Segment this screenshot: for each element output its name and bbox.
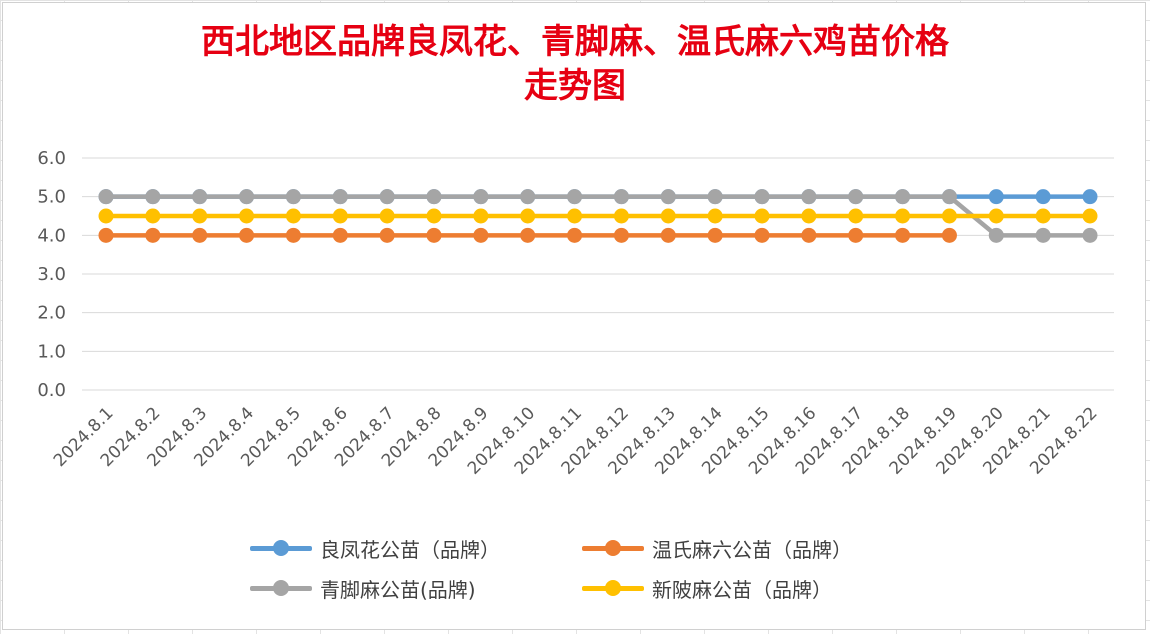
data-point-s3-2	[192, 208, 208, 224]
legend-label: 温氏麻六公苗（品牌）	[652, 537, 852, 562]
y-axis-ticks: 0.0 1.0 2.0 3.0 4.0 5.0 6.0	[37, 148, 66, 401]
data-point-s1-8	[473, 227, 489, 243]
data-point-s0-21	[1082, 189, 1098, 205]
chart-title: 西北地区品牌良凤花、青脚麻、温氏麻六鸡苗价格 走势图	[0, 20, 1150, 108]
data-point-s2-6	[379, 189, 395, 205]
legend: 良凤花公苗（品牌） 温氏麻六公苗（品牌） 青脚麻公苗(品牌) 新陂麻公苗（品牌）	[250, 533, 950, 613]
data-point-s2-18	[941, 189, 957, 205]
data-point-s1-3	[239, 227, 255, 243]
legend-item-xinpima[interactable]: 新陂麻公苗（品牌）	[582, 573, 832, 603]
data-point-s2-1	[145, 189, 161, 205]
series-line-2	[103, 194, 1093, 238]
data-point-s3-3	[239, 208, 255, 224]
data-point-s3-18	[941, 208, 957, 224]
data-point-s3-19	[988, 208, 1004, 224]
data-point-s2-5	[332, 189, 348, 205]
data-point-s1-15	[801, 227, 817, 243]
data-point-s2-3	[239, 189, 255, 205]
data-point-s2-13	[707, 189, 723, 205]
data-point-s1-5	[332, 227, 348, 243]
data-point-s1-16	[848, 227, 864, 243]
legend-marker-icon	[582, 533, 644, 563]
y-tick-label: 5.0	[37, 187, 66, 208]
data-point-s3-20	[1035, 208, 1051, 224]
data-point-s1-13	[707, 227, 723, 243]
legend-label: 新陂麻公苗（品牌）	[652, 577, 832, 602]
data-point-s2-8	[473, 189, 489, 205]
y-tick-label: 6.0	[37, 148, 66, 169]
data-point-s1-12	[660, 227, 676, 243]
data-point-s2-14	[754, 189, 770, 205]
data-point-s3-15	[801, 208, 817, 224]
y-tick-label: 4.0	[37, 225, 66, 246]
data-point-s3-7	[426, 208, 442, 224]
data-point-s3-1	[145, 208, 161, 224]
data-point-s1-1	[145, 227, 161, 243]
data-point-s2-10	[567, 189, 583, 205]
data-point-s3-0	[98, 208, 114, 224]
data-point-s0-20	[1035, 189, 1051, 205]
series-lines	[98, 189, 1098, 243]
data-point-s0-19	[988, 189, 1004, 205]
data-point-s2-4	[285, 189, 301, 205]
data-point-s2-16	[848, 189, 864, 205]
legend-item-wenshimaliu[interactable]: 温氏麻六公苗（品牌）	[582, 533, 852, 563]
gridlines	[82, 157, 1114, 391]
data-point-s1-10	[567, 227, 583, 243]
data-point-s2-17	[895, 189, 911, 205]
legend-marker-icon	[250, 533, 312, 563]
data-point-s1-9	[520, 227, 536, 243]
data-point-s2-11	[613, 189, 629, 205]
data-point-s3-8	[473, 208, 489, 224]
data-point-s3-14	[754, 208, 770, 224]
data-point-s2-20	[1035, 227, 1051, 243]
data-point-s3-9	[520, 208, 536, 224]
data-point-s1-4	[285, 227, 301, 243]
chart-title-line-2: 走势图	[524, 66, 626, 106]
data-point-s3-17	[895, 208, 911, 224]
data-point-s3-4	[285, 208, 301, 224]
data-point-s3-12	[660, 208, 676, 224]
y-tick-label: 2.0	[37, 303, 66, 324]
data-point-s1-18	[941, 227, 957, 243]
legend-label: 良凤花公苗（品牌）	[320, 537, 500, 562]
data-point-s3-11	[613, 208, 629, 224]
data-point-s3-21	[1082, 208, 1098, 224]
y-tick-label: 0.0	[37, 380, 66, 401]
data-point-s2-0	[98, 189, 114, 205]
y-tick-label: 1.0	[37, 341, 66, 362]
data-point-s2-12	[660, 189, 676, 205]
data-point-s3-5	[332, 208, 348, 224]
data-point-s1-11	[613, 227, 629, 243]
data-point-s2-21	[1082, 227, 1098, 243]
data-point-s3-16	[848, 208, 864, 224]
data-point-s1-14	[754, 227, 770, 243]
data-point-s3-10	[567, 208, 583, 224]
data-point-s2-19	[988, 227, 1004, 243]
data-point-s1-6	[379, 227, 395, 243]
data-point-s1-17	[895, 227, 911, 243]
chart-title-line-1: 西北地区品牌良凤花、青脚麻、温氏麻六鸡苗价格	[201, 22, 949, 62]
data-point-s2-15	[801, 189, 817, 205]
data-point-s2-2	[192, 189, 208, 205]
x-axis-ticks: 2024.8.12024.8.22024.8.32024.8.42024.8.5…	[50, 403, 1102, 478]
legend-item-liangfenghua[interactable]: 良凤花公苗（品牌）	[250, 533, 500, 563]
data-point-s1-7	[426, 227, 442, 243]
data-point-s3-13	[707, 208, 723, 224]
data-point-s1-2	[192, 227, 208, 243]
legend-item-qingjiaoma[interactable]: 青脚麻公苗(品牌)	[250, 573, 476, 603]
data-point-s2-7	[426, 189, 442, 205]
legend-label: 青脚麻公苗(品牌)	[320, 577, 476, 602]
data-point-s1-0	[98, 227, 114, 243]
data-point-s3-6	[379, 208, 395, 224]
legend-marker-icon	[582, 573, 644, 603]
legend-marker-icon	[250, 573, 312, 603]
y-tick-label: 3.0	[37, 264, 66, 285]
data-point-s2-9	[520, 189, 536, 205]
